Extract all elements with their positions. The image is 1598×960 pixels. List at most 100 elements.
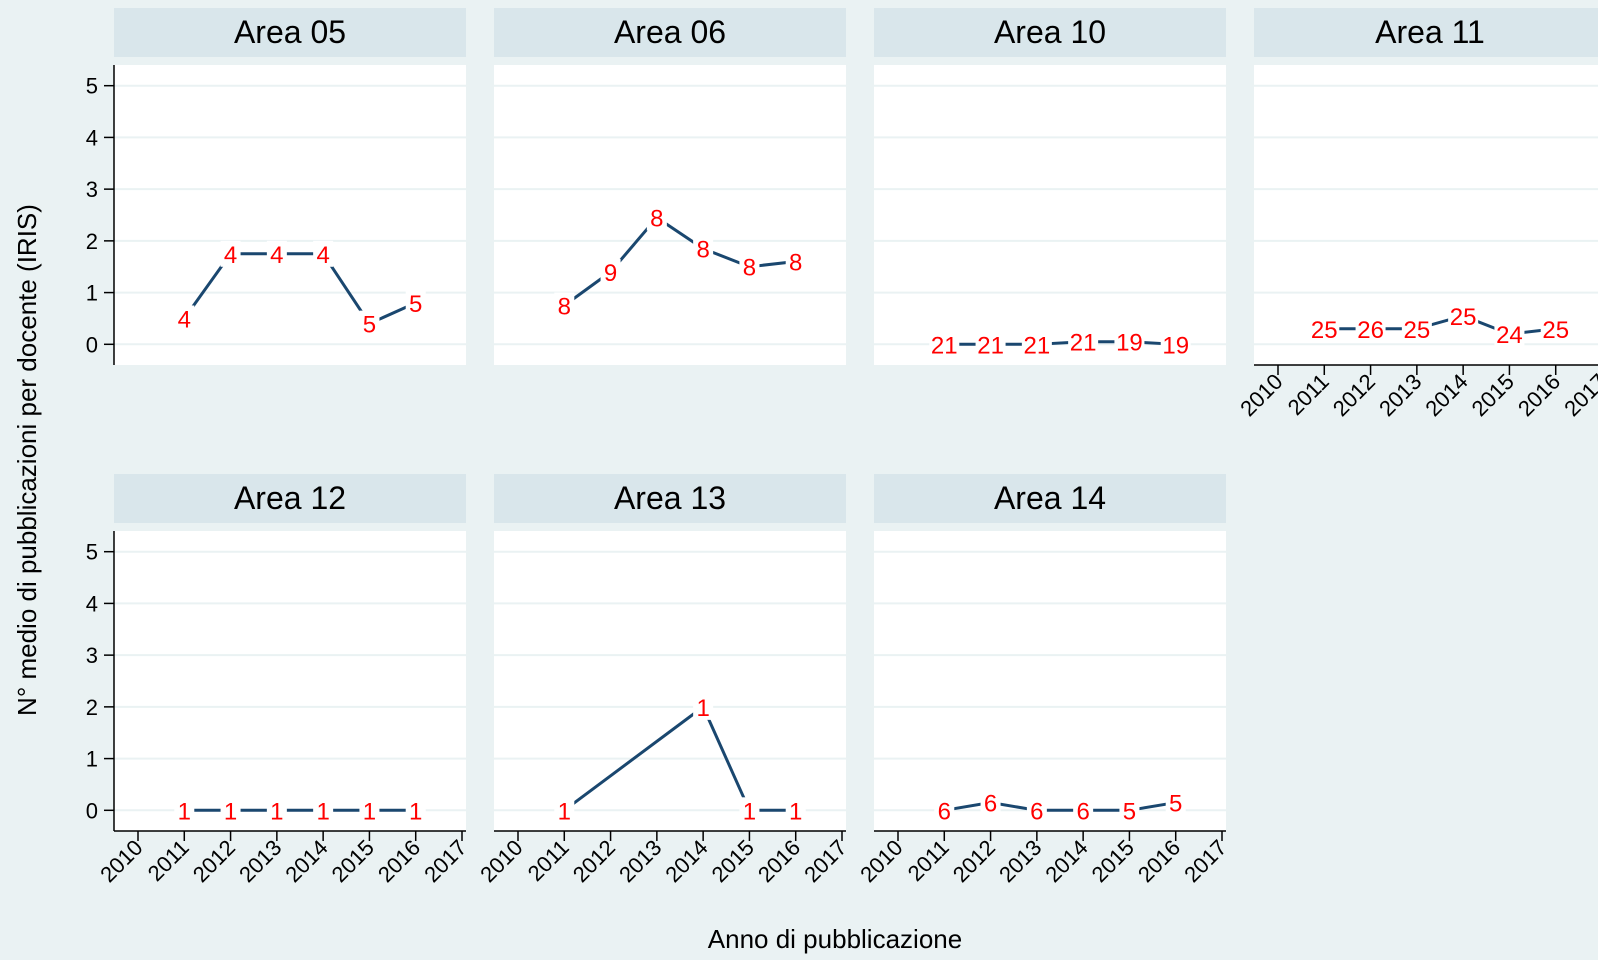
y-tick-label: 5: [86, 74, 98, 99]
x-tick-label: 2016: [1133, 835, 1185, 887]
x-tick-label: 2013: [234, 835, 286, 887]
point-marker: [220, 240, 241, 267]
panel-header: [114, 8, 466, 57]
x-tick-label: 2012: [1328, 369, 1380, 421]
x-tick-label: 2014: [1040, 835, 1092, 887]
point-marker: [313, 797, 334, 824]
point-label: 25: [1450, 304, 1477, 331]
point-label: 6: [984, 791, 997, 818]
panel-area-10: Area 10 21 21 21 21 19 19: [874, 8, 1226, 365]
panel-area-06: Area 06 8 9 8 8 8 8: [494, 8, 846, 365]
series-line: [563, 704, 796, 812]
point-label: 8: [650, 206, 663, 233]
point-label: 21: [977, 332, 1004, 359]
point-label: 8: [696, 237, 709, 264]
point-marker: [405, 797, 426, 824]
x-axis-title: Anno di pubblicazione: [708, 924, 962, 954]
y-tick-label: 2: [86, 229, 98, 254]
point-label: 1: [178, 798, 191, 825]
point-label: 8: [558, 294, 571, 321]
x-tick-label: 2016: [753, 835, 805, 887]
x-tick-label: 2011: [143, 835, 194, 886]
point-label: 5: [1123, 798, 1136, 825]
point-label: 5: [1169, 791, 1182, 818]
point-label: 8: [743, 255, 756, 282]
point-label: 25: [1311, 317, 1338, 344]
point-marker: [975, 331, 1006, 358]
x-tick-label: 2013: [614, 835, 666, 887]
y-tick-label: 3: [86, 643, 98, 668]
x-tick-label: 2013: [994, 835, 1046, 887]
point-marker: [693, 235, 714, 262]
point-marker: [1540, 315, 1571, 342]
y-tick-label: 4: [86, 125, 98, 150]
point-label: 4: [178, 306, 191, 333]
x-tick-label: 2010: [95, 835, 147, 887]
x-tick-label: 2014: [1420, 369, 1472, 421]
y-tick-label: 3: [86, 177, 98, 202]
point-label: 6: [938, 798, 951, 825]
x-tick-label: 2010: [1235, 369, 1287, 421]
panels-group: Area 05 0 1 2 3 4 5 4 4 4 4 5 5 Area 06 8 9 8 8 8 8 Area 10 2…: [86, 8, 1598, 887]
point-label: 1: [270, 798, 283, 825]
point-label: 25: [1542, 317, 1569, 344]
point-marker: [266, 240, 287, 267]
plot-area: [114, 531, 466, 831]
y-tick-label: 4: [86, 591, 98, 616]
panel-header: [494, 8, 846, 57]
x-tick-label: 2015: [327, 835, 379, 887]
point-marker: [1160, 331, 1191, 358]
x-tick-label: 2012: [948, 835, 1000, 887]
panel-title: Area 11: [1375, 14, 1485, 50]
point-label: 1: [789, 798, 802, 825]
x-tick-label: 2014: [660, 835, 712, 887]
point-marker: [785, 248, 806, 275]
point-label: 19: [1116, 330, 1143, 357]
point-marker: [693, 693, 714, 720]
x-tick-label: 2017: [419, 835, 471, 887]
point-label: 21: [1024, 332, 1051, 359]
point-marker: [646, 204, 667, 231]
y-tick-label: 1: [86, 281, 98, 306]
x-tick-label: 2011: [523, 835, 574, 886]
point-label: 1: [743, 798, 756, 825]
y-tick-label: 0: [86, 332, 98, 357]
plot-area: [494, 531, 846, 831]
y-tick-label: 0: [86, 798, 98, 823]
x-tick-label: 2010: [855, 835, 907, 887]
x-tick-label: 2017: [799, 835, 851, 887]
x-tick-label: 2015: [1087, 835, 1139, 887]
point-marker: [1026, 797, 1047, 824]
point-label: 8: [789, 250, 802, 277]
panel-area-05: Area 05 0 1 2 3 4 5 4 4 4 4 5 5: [86, 8, 466, 365]
panel-title: Area 12: [234, 480, 346, 516]
point-marker: [1355, 315, 1386, 342]
x-tick-label: 2011: [1283, 369, 1334, 420]
point-label: 6: [1076, 798, 1089, 825]
panel-title: Area 14: [994, 480, 1106, 516]
panel-header: [1254, 8, 1598, 57]
point-marker: [1021, 331, 1052, 358]
x-tick-label: 2012: [188, 835, 240, 887]
panel-header: [874, 474, 1226, 523]
point-marker: [266, 797, 287, 824]
y-axis-title: N° medio di pubblicazioni per docente (I…: [12, 204, 42, 716]
x-tick-label: 2011: [903, 835, 954, 886]
point-label: 4: [316, 242, 329, 269]
point-label: 1: [363, 798, 376, 825]
point-marker: [1448, 302, 1479, 329]
panel-title: Area 10: [994, 14, 1106, 50]
point-marker: [554, 797, 575, 824]
plot-area: [1254, 65, 1598, 365]
x-tick-label: 2013: [1374, 369, 1426, 421]
point-marker: [220, 797, 241, 824]
x-tick-label: 2010: [475, 835, 527, 887]
plot-area: [874, 531, 1226, 831]
point-label: 24: [1496, 322, 1523, 349]
point-marker: [1165, 789, 1186, 816]
panel-area-12: Area 12012345201020112012201320142015201…: [86, 474, 472, 887]
